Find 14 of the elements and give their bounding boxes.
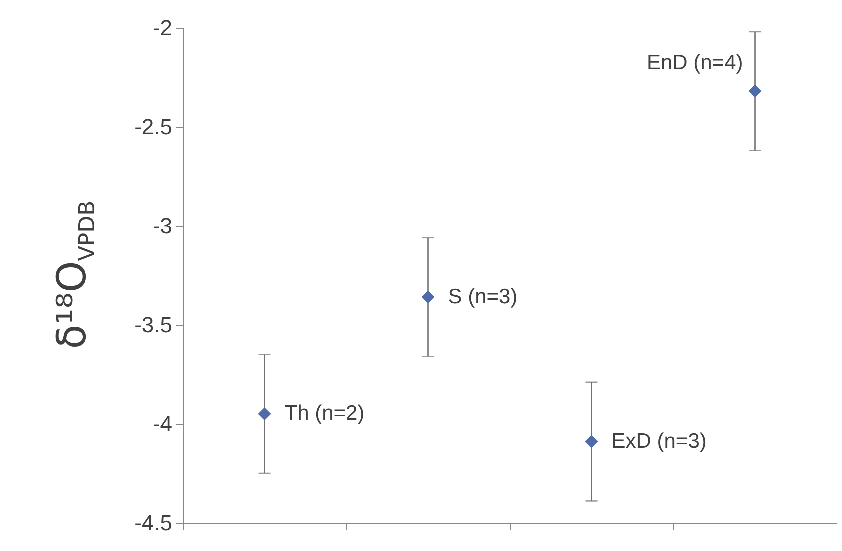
y-tick-label: -2 xyxy=(152,16,172,40)
annotation: S (n=3) xyxy=(448,285,518,308)
annotation: ExD (n=3) xyxy=(612,430,707,453)
y-tick-label: -4.5 xyxy=(134,510,172,536)
point xyxy=(748,84,762,98)
y-tick-label: -2.5 xyxy=(134,114,172,140)
point xyxy=(258,408,272,421)
y-tick-label: -4 xyxy=(152,412,172,436)
annotation: Th (n=2) xyxy=(284,402,365,426)
point xyxy=(422,290,435,304)
point xyxy=(585,435,598,448)
y-tick-label: -3 xyxy=(152,214,172,238)
annotation: EnD (n=4) xyxy=(646,51,744,74)
y-tick-label: -3.5 xyxy=(134,312,172,338)
